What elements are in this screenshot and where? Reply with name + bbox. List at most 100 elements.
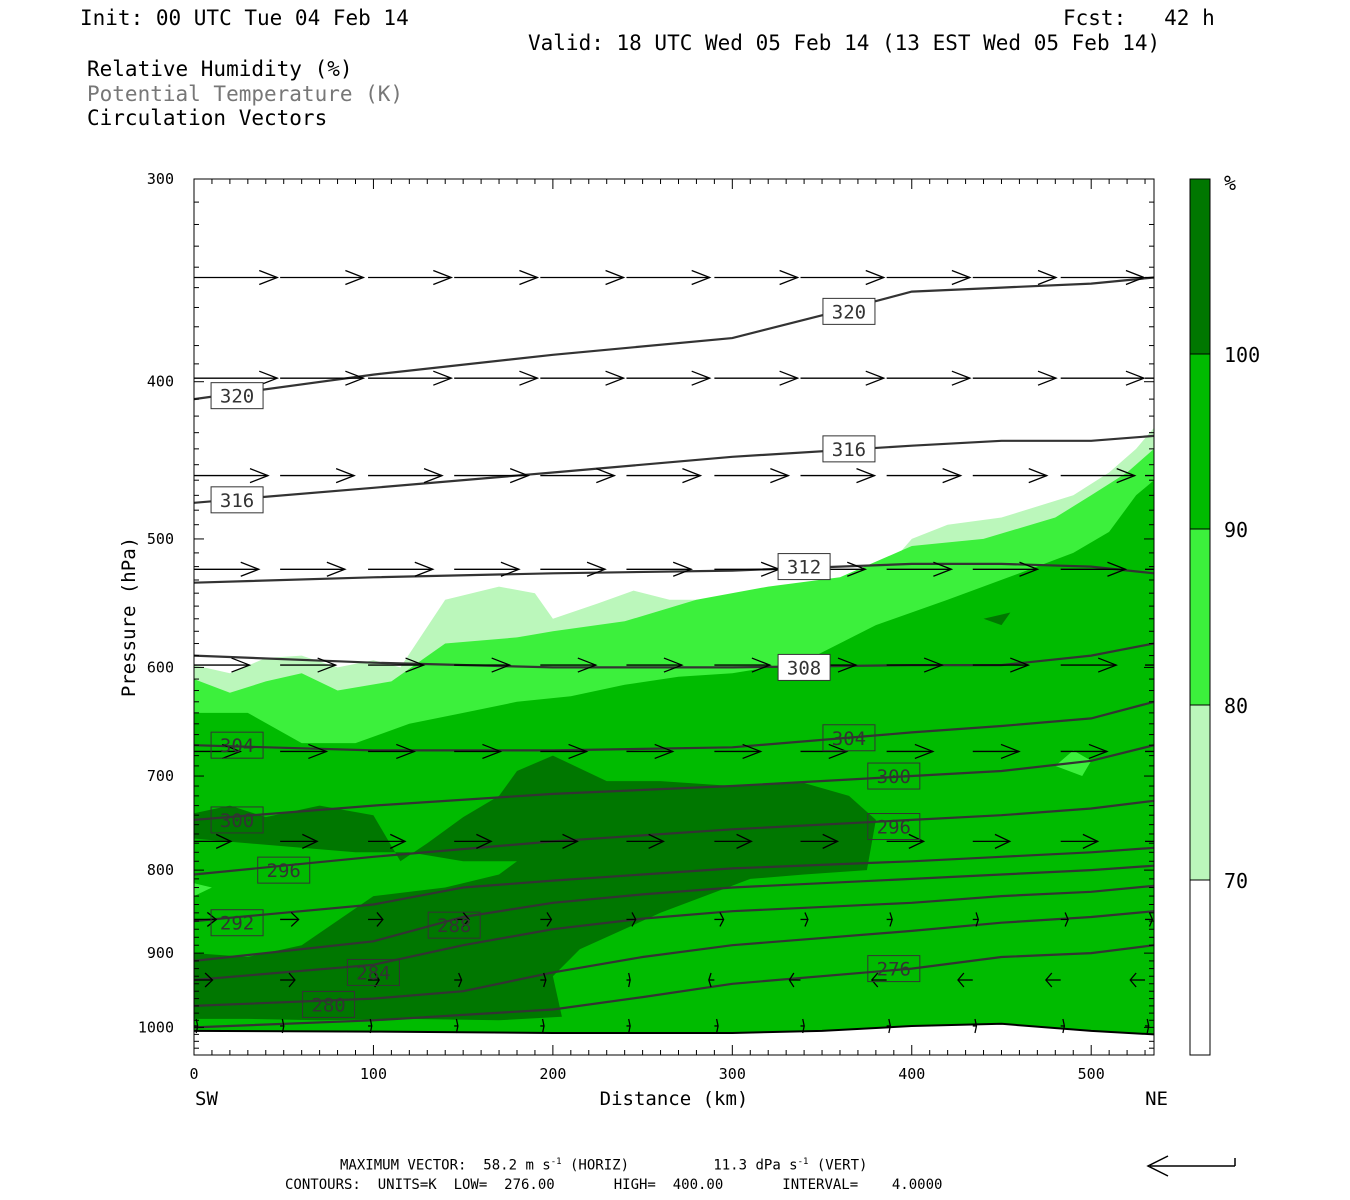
- circulation-vector: [368, 833, 407, 849]
- isentrope-label-box: [777, 553, 831, 581]
- circulation-vector: [870, 972, 887, 988]
- isentrope-label-box: [867, 762, 921, 790]
- circulation-vector: [626, 1018, 631, 1034]
- colorbar-frame: [1189, 178, 1211, 1056]
- circulation-vector: [626, 972, 631, 988]
- y-axis-title: Pressure (hPa): [118, 537, 140, 697]
- circulation-vector: [972, 467, 1049, 484]
- circulation-vector: [626, 912, 637, 927]
- circulation-vector: [540, 743, 589, 760]
- circulation-vector: [1145, 1018, 1150, 1034]
- circulation-vector: [972, 657, 1031, 673]
- x-tick-label: 300: [719, 1065, 746, 1083]
- isentrope-label-box: [302, 990, 356, 1018]
- circulation-vector: [194, 467, 270, 484]
- circulation-vector: [368, 269, 454, 286]
- circulation-vector: [194, 269, 280, 286]
- circulation-vector: [540, 657, 598, 673]
- colorbar-label: 70: [1224, 869, 1248, 893]
- circulation-vector: [1145, 912, 1154, 927]
- circulation-vector: [972, 1018, 978, 1034]
- isentrope-label: 320: [832, 301, 866, 323]
- y-tick-label: 700: [147, 767, 174, 785]
- isentrope-label: 312: [787, 557, 821, 579]
- isentrope-labels: 320 320 316 316 312 308 304 304 300 300 296 296 292 2…: [210, 297, 921, 1018]
- isentrope-label: 292: [220, 913, 254, 935]
- circulation-vector: [714, 912, 725, 927]
- isentrope-label-box: [257, 856, 311, 884]
- circulation-vector: [972, 561, 1040, 577]
- isentrope-label: 280: [311, 994, 345, 1016]
- circulation-vector: [280, 911, 300, 927]
- circulation-vector: [1145, 840, 1154, 843]
- isentrope-label-box: [346, 958, 400, 986]
- circulation-vector: [540, 269, 626, 286]
- isentrope-label-box: [867, 955, 921, 983]
- isentrope-284: [194, 884, 1154, 982]
- circulation-vector: [626, 743, 675, 760]
- circulation-vector: [368, 467, 444, 484]
- circulation-vector: [454, 467, 530, 484]
- circulation-vector: [194, 370, 280, 386]
- colorbar-label: 90: [1224, 518, 1248, 542]
- circulation-vector: [886, 912, 893, 927]
- horiz-unit-exponent: -1: [550, 1157, 562, 1167]
- circulation-vector: [714, 1018, 719, 1034]
- circulation-vector: [540, 370, 626, 386]
- circulation-vector: [1045, 972, 1061, 988]
- circulation-vector: [280, 370, 366, 386]
- legend-relative-humidity: Relative Humidity (%): [87, 57, 353, 81]
- circulation-vector: [972, 833, 1012, 849]
- circulation-vector: [714, 833, 753, 849]
- circulation-vector: [886, 370, 972, 386]
- isentrope-label-box: [822, 724, 876, 752]
- y-tick-label: 800: [147, 861, 174, 879]
- isentrope-label-box: [210, 382, 264, 410]
- isentrope-label: 300: [220, 810, 254, 832]
- circulation-vector: [1145, 750, 1154, 753]
- circulation-vector: [972, 269, 1058, 286]
- circulation-vector: [368, 561, 435, 577]
- colorbar-label: 100: [1224, 343, 1260, 367]
- isentrope-label: 304: [832, 728, 866, 750]
- y-tick-label: 1000: [138, 1018, 174, 1036]
- isentrope-label-box: [210, 486, 264, 514]
- circulation-vector: [886, 269, 972, 286]
- circulation-vector: [800, 912, 809, 927]
- circulation-vector: [972, 912, 979, 927]
- isentrope-label-box: [867, 813, 921, 841]
- rh-region-100: [983, 612, 1011, 626]
- circulation-vector: [714, 561, 781, 577]
- y-tick-label: 600: [147, 658, 174, 676]
- circulation-vector: [194, 743, 243, 760]
- circulation-vector: [540, 467, 617, 484]
- x-tick-label: 500: [1078, 1065, 1105, 1083]
- circulation-vector: [194, 561, 261, 577]
- circulation-vector: [454, 561, 521, 577]
- colorbar-segment: [1190, 705, 1210, 880]
- surface-line: [194, 1022, 1154, 1036]
- circulation-vector: [714, 743, 763, 760]
- horiz-tag: (HORIZ): [561, 1157, 630, 1174]
- circulation-vector: [280, 743, 329, 760]
- circulation-vector: [886, 743, 935, 760]
- x-tick-label: 100: [360, 1065, 387, 1083]
- isentrope-label-box: [822, 297, 876, 325]
- legend-circulation-vectors: Circulation Vectors: [87, 106, 328, 130]
- isentrope-276: [194, 944, 1154, 1029]
- circulation-vector: [886, 1018, 891, 1034]
- circulation-vector: [368, 912, 384, 927]
- circulation-vector: [540, 912, 553, 927]
- circulation-vector: [714, 467, 791, 484]
- isentrope-label-box: [210, 731, 264, 759]
- isentrope-label: 316: [220, 490, 254, 512]
- circulation-vector: [280, 1018, 285, 1034]
- vert-value: 11.3 dPa s: [713, 1157, 798, 1174]
- circulation-vectors: [194, 269, 1154, 1034]
- circulation-vector: [194, 1018, 199, 1034]
- circulation-vector: [454, 972, 463, 988]
- circulation-vector: [1060, 561, 1128, 577]
- circulation-vector: [280, 467, 356, 484]
- isentrope-296: [194, 799, 1154, 876]
